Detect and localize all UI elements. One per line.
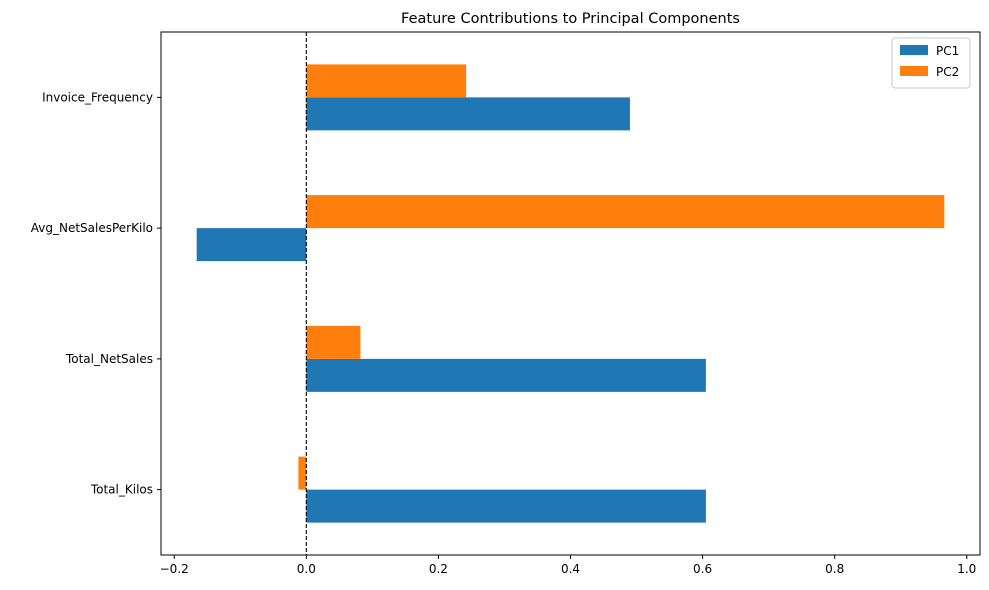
x-tick-label: −0.2 <box>160 562 189 576</box>
x-tick-label: 0.8 <box>825 562 844 576</box>
x-axis: −0.2 0.0 0.2 0.4 0.6 0.8 1.0 <box>160 555 976 576</box>
legend: PC1 PC2 <box>891 37 971 89</box>
y-axis: Total_Kilos Total_NetSales Avg_NetSalesPer… <box>31 90 161 497</box>
x-tick-label: 0.2 <box>429 562 448 576</box>
x-tick-label: 1.0 <box>957 562 976 576</box>
y-tick-label: Total_Kilos <box>90 483 153 497</box>
bar-pc1-total-kilos <box>306 489 706 523</box>
x-tick-label: 0.4 <box>561 562 580 576</box>
legend-swatch-pc2 <box>900 66 928 76</box>
bar-pc2-total-kilos <box>298 456 307 490</box>
bar-pc2-invoice-frequency <box>306 64 467 98</box>
bar-pc2-avg-netsalesperkilo <box>306 195 945 229</box>
bars <box>196 64 945 523</box>
bar-pc1-total-netsales <box>306 358 706 392</box>
chart-title: Feature Contributions to Principal Compo… <box>401 11 740 27</box>
x-tick-label: 0.0 <box>297 562 316 576</box>
legend-swatch-pc1 <box>900 45 928 55</box>
bar-pc1-invoice-frequency <box>306 97 630 131</box>
y-tick-label: Total_NetSales <box>65 352 153 366</box>
legend-label-pc2: PC2 <box>936 65 959 79</box>
bar-pc2-total-netsales <box>306 325 361 359</box>
bar-pc1-avg-netsalesperkilo <box>196 228 307 262</box>
y-tick-label: Avg_NetSalesPerKilo <box>31 221 153 235</box>
y-tick-label: Invoice_Frequency <box>42 90 153 104</box>
x-tick-label: 0.6 <box>693 562 712 576</box>
legend-label-pc1: PC1 <box>936 44 959 58</box>
